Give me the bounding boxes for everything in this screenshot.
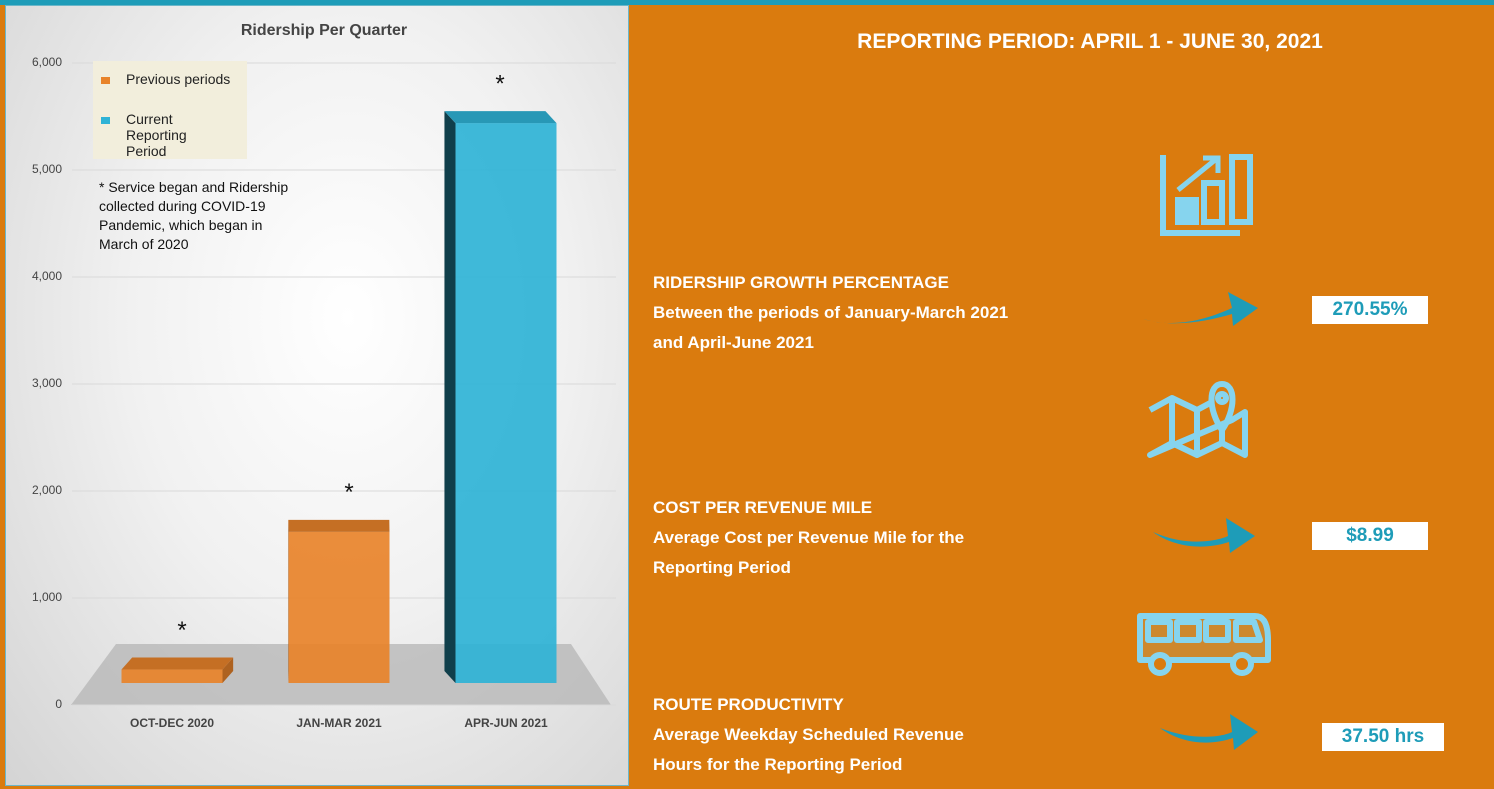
legend-swatch xyxy=(101,117,110,124)
bar-top xyxy=(121,657,234,670)
metric-value: 270.55% xyxy=(1312,296,1428,324)
chart-icon xyxy=(1160,154,1253,236)
bar xyxy=(121,657,234,683)
x-tick-label: APR-JUN 2021 xyxy=(464,716,548,730)
legend-item: Current Reporting Period xyxy=(101,111,231,159)
legend-swatch xyxy=(101,77,110,84)
bar-top xyxy=(288,519,390,532)
map-icon xyxy=(1147,381,1248,458)
y-tick-label: 2,000 xyxy=(32,483,62,497)
bar-front xyxy=(455,123,557,683)
metric: ROUTE PRODUCTIVITY Average Weekday Sched… xyxy=(653,690,1153,780)
metric-description: Reporting Period xyxy=(653,558,791,577)
metric-description: Average Weekday Scheduled Revenue xyxy=(653,725,964,744)
legend-item: Previous periods xyxy=(101,71,230,87)
legend: Previous periods Current Reporting Perio… xyxy=(93,61,247,159)
metric-description: Between the periods of January-March 202… xyxy=(653,303,1009,322)
legend-label: Current Reporting Period xyxy=(126,111,187,159)
bar xyxy=(444,111,557,683)
metric: COST PER REVENUE MILE Average Cost per R… xyxy=(653,493,1153,583)
annotation: * xyxy=(495,70,504,97)
metric-description: Hours for the Reporting Period xyxy=(653,755,903,774)
metric-description: Average Cost per Revenue Mile for the xyxy=(653,528,965,547)
annotation: * xyxy=(177,617,186,644)
chart: Ridership Per Quarter 0 1,000 2,000 3,000 4,… xyxy=(32,22,616,730)
chart-note: * Service began and Ridership collected … xyxy=(99,179,289,252)
bar-front xyxy=(288,531,390,683)
y-tick-label: 1,000 xyxy=(32,590,62,604)
bar-side xyxy=(222,657,234,683)
chart-panel: Ridership Per Quarter 0 1,000 2,000 3,000 4,… xyxy=(5,5,629,786)
y-tick-label: 0 xyxy=(55,697,62,711)
y-tick-label: 6,000 xyxy=(32,55,62,69)
y-tick-label: 3,000 xyxy=(32,376,62,390)
metric-title: COST PER REVENUE MILE xyxy=(653,498,873,517)
reporting-period: REPORTING PERIOD: APRIL 1 - JUNE 30, 202… xyxy=(857,30,1323,53)
bar-side xyxy=(444,111,456,683)
metric-title: ROUTE PRODUCTIVITY xyxy=(653,695,844,714)
annotation: * xyxy=(344,479,353,506)
bus-icon xyxy=(1137,613,1271,676)
chart-title: Ridership Per Quarter xyxy=(241,22,407,39)
arrows xyxy=(1140,292,1258,750)
metric-title: RIDERSHIP GROWTH PERCENTAGE xyxy=(653,273,949,292)
metric-value: $8.99 xyxy=(1312,522,1428,550)
top-stripe xyxy=(0,0,1494,5)
bar-front xyxy=(121,669,223,683)
bar-top xyxy=(444,111,557,124)
x-tick-label: JAN-MAR 2021 xyxy=(296,716,382,730)
y-tick-label: 4,000 xyxy=(32,269,62,283)
bar xyxy=(288,519,390,683)
metric-description: and April-June 2021 xyxy=(653,333,814,352)
x-tick-label: OCT-DEC 2020 xyxy=(130,716,214,730)
legend-label: Previous periods xyxy=(126,71,231,87)
metric-value: 37.50 hrs xyxy=(1322,723,1444,751)
y-tick-label: 5,000 xyxy=(32,162,62,176)
metric: RIDERSHIP GROWTH PERCENTAGE Between the … xyxy=(653,268,1153,358)
